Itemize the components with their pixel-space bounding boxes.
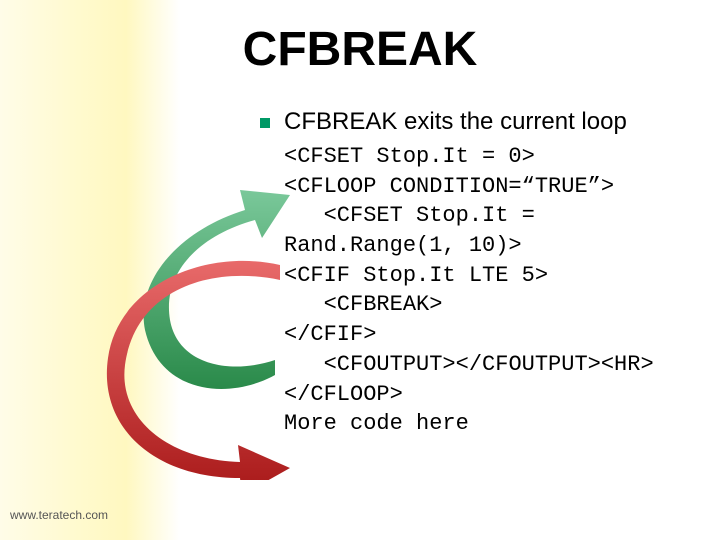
code-line: </CFLOOP>: [284, 380, 700, 410]
bullet-text: CFBREAK exits the current loop: [284, 108, 627, 136]
content-area: CFBREAK exits the current loop <CFSET St…: [260, 108, 700, 439]
code-line: More code here: [284, 409, 700, 439]
code-line: <CFLOOP CONDITION=“TRUE”>: [284, 172, 700, 202]
slide-title: CFBREAK: [0, 22, 720, 77]
code-line: </CFIF>: [284, 320, 700, 350]
bullet-square-icon: [260, 118, 270, 128]
bullet-row: CFBREAK exits the current loop: [260, 108, 700, 136]
code-line: <CFSET Stop.It = 0>: [284, 142, 700, 172]
code-line: <CFOUTPUT></CFOUTPUT><HR>: [284, 350, 700, 380]
code-block: <CFSET Stop.It = 0> <CFLOOP CONDITION=“T…: [284, 142, 700, 439]
code-line: <CFBREAK>: [284, 290, 700, 320]
flow-arrows: [90, 150, 300, 480]
code-line: <CFIF Stop.It LTE 5>: [284, 261, 700, 291]
footer-url: www.teratech.com: [10, 508, 108, 522]
code-line: <CFSET Stop.It = Rand.Range(1, 10)>: [284, 201, 700, 260]
